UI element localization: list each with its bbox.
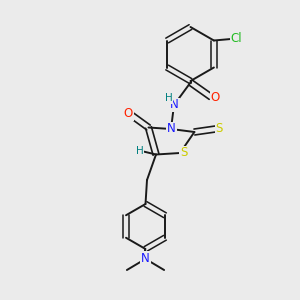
Text: S: S bbox=[216, 122, 223, 136]
Text: H: H bbox=[165, 93, 172, 103]
Text: N: N bbox=[167, 122, 176, 136]
Text: Cl: Cl bbox=[231, 32, 242, 46]
Text: N: N bbox=[170, 98, 179, 112]
Text: N: N bbox=[141, 252, 150, 266]
Text: O: O bbox=[211, 91, 220, 104]
Text: O: O bbox=[124, 107, 133, 120]
Text: S: S bbox=[180, 146, 188, 160]
Text: H: H bbox=[136, 146, 143, 157]
